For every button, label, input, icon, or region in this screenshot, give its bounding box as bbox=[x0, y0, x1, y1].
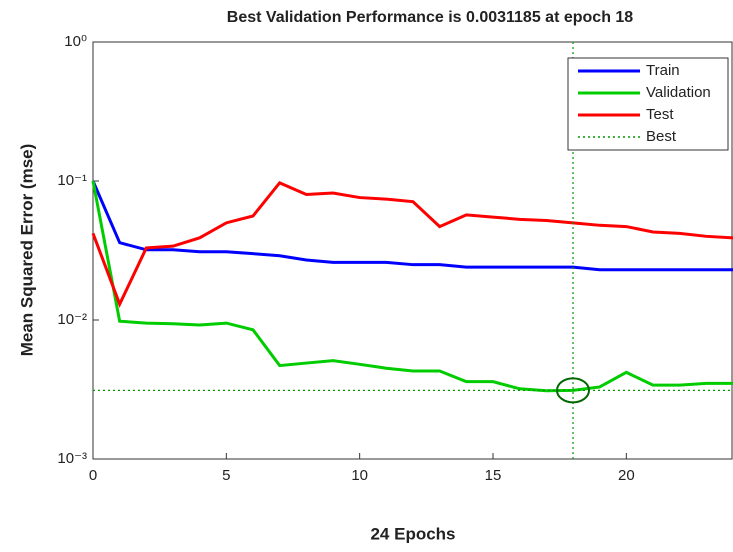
y-axis-label: Mean Squared Error (mse) bbox=[17, 144, 36, 357]
plot-frame bbox=[92, 41, 733, 460]
series-line bbox=[91, 180, 733, 393]
y-tick-label: 10⁻³ bbox=[57, 450, 87, 467]
legend-box bbox=[567, 57, 729, 151]
legend-label: Train bbox=[646, 62, 680, 79]
y-tick-label: 10⁻² bbox=[57, 311, 87, 328]
y-tick-label: 10⁰ bbox=[64, 33, 87, 50]
series-line bbox=[91, 181, 733, 308]
x-tick-label: 15 bbox=[485, 467, 502, 484]
best-marker bbox=[556, 377, 590, 404]
x-axis-label: 24 Epochs bbox=[370, 524, 455, 543]
x-tick-label: 20 bbox=[618, 467, 635, 484]
legend-label: Validation bbox=[646, 84, 711, 101]
x-tick-label: 5 bbox=[222, 467, 230, 484]
legend-label: Test bbox=[646, 106, 674, 123]
x-tick-label: 0 bbox=[89, 467, 97, 484]
legend-label: Best bbox=[646, 128, 677, 145]
chart-title: Best Validation Performance is 0.0031185… bbox=[227, 9, 634, 26]
x-tick-label: 10 bbox=[351, 467, 368, 484]
y-tick-label: 10⁻¹ bbox=[57, 172, 87, 189]
series-line bbox=[91, 180, 733, 272]
